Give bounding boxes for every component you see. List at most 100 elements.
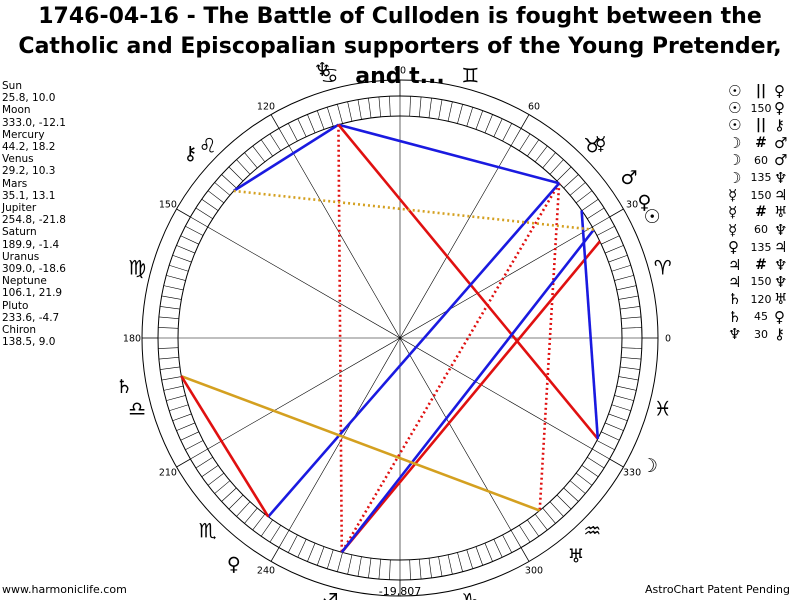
degree-label: 180 — [123, 334, 141, 345]
degree-tick — [236, 501, 251, 517]
planet-name-chiron: Chiron — [2, 324, 37, 337]
planet-name-jupiter: Jupiter — [2, 202, 37, 215]
degree-tick — [160, 306, 180, 310]
aspect-angle: 150 — [750, 275, 772, 289]
degree-tick — [260, 519, 273, 537]
degree-tick — [201, 198, 219, 211]
degree-tick — [621, 327, 642, 329]
degree-tick — [166, 395, 186, 401]
degree-tick — [604, 245, 624, 254]
aspect-planet-a: ☿ — [728, 203, 738, 222]
aspect-angle: 120 — [750, 292, 772, 306]
aspect-planet-b: ♃ — [774, 186, 788, 205]
degree-tick — [169, 264, 189, 272]
degree-ticks — [158, 96, 642, 580]
planet-coords-jupiter: 254.8, -21.8 — [2, 214, 66, 227]
aspect-planet-b: ⚷ — [774, 325, 785, 344]
degree-label: 0 — [665, 334, 671, 345]
degree-tick — [419, 96, 422, 117]
degree-tick — [569, 480, 586, 494]
patent-notice: AstroChart Patent Pending — [644, 583, 790, 596]
degree-tick — [297, 118, 307, 137]
degree-tick — [337, 552, 343, 572]
degree-tick — [601, 431, 620, 441]
degree-tick — [297, 539, 307, 558]
degree-tick — [542, 152, 556, 169]
planet-position-list: Sun 25.8, 10.0 Moon 333.0, -12.1 Mercury 44.2… — [2, 80, 66, 348]
degree-tick — [614, 275, 634, 281]
aspect-planet-b: ♀ — [774, 307, 785, 326]
website-link[interactable]: www.harmoniclife.com — [2, 583, 127, 596]
planet-coords-moon: 333.0, -12.1 — [2, 116, 66, 129]
division-spokes — [142, 80, 658, 596]
zodiac-sign-glyph: ♓ — [654, 396, 672, 420]
planet-glyph-moon: ☽ — [641, 455, 658, 477]
degree-tick — [278, 128, 290, 146]
degree-label: 30 — [626, 200, 638, 211]
aspect-angle: # — [755, 256, 767, 273]
page-title: 1746-04-16 - The Battle of Culloden is f… — [18, 4, 782, 89]
degree-tick — [608, 254, 628, 263]
degree-label: 120 — [257, 101, 275, 112]
aspect-planet-a: ♄ — [728, 307, 742, 326]
degree-tick — [438, 99, 443, 120]
degree-tick — [287, 534, 298, 553]
degree-tick — [542, 507, 556, 524]
aspect-planet-b: ♆ — [774, 255, 788, 274]
planet-glyph-neptune: ♆ — [314, 59, 331, 81]
degree-tick — [618, 376, 639, 381]
degree-tick — [307, 114, 316, 134]
degree-tick — [161, 295, 182, 300]
aspect-lines — [180, 123, 601, 554]
aspect-line — [337, 123, 599, 440]
planet-coords-sun: 25.8, 10.0 — [2, 92, 56, 105]
degree-tick — [368, 558, 372, 578]
degree-tick — [190, 216, 208, 228]
aspect-angle: || — [755, 82, 767, 99]
planet-name-moon: Moon — [2, 104, 31, 117]
aspect-line — [337, 124, 344, 553]
aspect-line — [580, 210, 600, 439]
degree-tick — [428, 558, 432, 578]
degree-tick — [163, 385, 184, 391]
aspect-row: ☽ 135 ♆ — [728, 169, 800, 187]
aspect-planet-b: ♀ — [774, 99, 785, 118]
degree-tick — [347, 554, 353, 575]
degree-tick — [357, 99, 362, 120]
degree-tick — [357, 556, 362, 577]
planet-glyph-mars: ♂ — [621, 167, 638, 189]
degree-tick — [260, 139, 273, 157]
zodiac-sign-glyph: ♋ — [321, 63, 339, 87]
degree-tick — [378, 96, 381, 117]
degree-tick — [201, 465, 219, 478]
planet-glyph-venus: ♀ — [637, 191, 651, 213]
degree-tick — [409, 96, 411, 117]
degree-tick — [534, 145, 548, 163]
degree-tick — [337, 104, 343, 124]
aspect-line — [340, 240, 601, 554]
degree-tick — [466, 107, 474, 127]
aspect-planet-a: ♃ — [728, 273, 742, 291]
degree-tick — [510, 128, 522, 146]
degree-tick — [244, 507, 258, 524]
degree-tick — [575, 472, 593, 486]
aspect-list: ☉ || ♀ ☉ 150 ♀ ☉ || ⚷ ☽ # ♂ ☽ 60 ♂ ☽ 135 ♆ ☿ 150 ♃ ☿ # ♅ ☿ 60 ♆ ♀ 13… — [728, 82, 800, 343]
degree-tick — [185, 225, 204, 236]
zodiac-sign-glyph: ♑ — [461, 589, 479, 600]
aspect-planet-b: ⚷ — [774, 116, 785, 135]
degree-tick — [228, 494, 244, 510]
aspect-line — [180, 375, 270, 518]
planet-name-pluto: Pluto — [2, 299, 29, 312]
degree-tick — [604, 422, 624, 431]
planet-glyph-chiron: ⚷ — [183, 142, 197, 164]
planet-coords-pluto: 233.6, -4.7 — [2, 311, 60, 324]
planet-coords-venus: 29.2, 10.3 — [2, 165, 56, 178]
planet-name-venus: Venus — [2, 153, 34, 166]
aspect-line — [340, 228, 595, 554]
aspect-planet-b: ♃ — [774, 238, 788, 257]
degree-tick — [620, 306, 640, 310]
degree-tick — [172, 254, 192, 263]
zodiac-sign-glyph: ♈ — [654, 256, 672, 280]
aspect-planet-b: ♅ — [774, 290, 788, 309]
degree-tick — [228, 166, 244, 182]
